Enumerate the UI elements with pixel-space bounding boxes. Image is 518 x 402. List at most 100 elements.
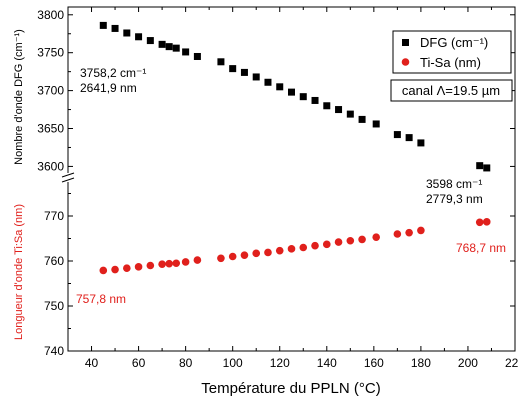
x-tick-label: 100 xyxy=(223,356,243,370)
y-tick-label: 3700 xyxy=(37,84,64,98)
tisa-point xyxy=(264,248,272,257)
y-tick-label: 770 xyxy=(44,209,64,223)
dfg-point xyxy=(193,52,201,60)
dfg-point xyxy=(240,68,248,76)
dfg-point xyxy=(323,102,331,110)
dfg-point xyxy=(158,40,166,48)
y-axis-title-bottom: Longueur d'onde Ti:Sa (nm) xyxy=(13,204,25,340)
tisa-point xyxy=(417,226,425,235)
x-tick-label: 120 xyxy=(270,356,290,370)
annotation-top-right-1: 3598 cm⁻¹ xyxy=(426,177,482,191)
tisa-point xyxy=(123,264,131,273)
tisa-point xyxy=(158,260,166,268)
y-tick-label: 3750 xyxy=(37,46,64,60)
x-tick-label: 200 xyxy=(458,356,478,370)
annotation-top-right-2: 2779,3 nm xyxy=(426,192,483,206)
dfg-point xyxy=(111,24,119,32)
dfg-point xyxy=(393,131,401,139)
tisa-point xyxy=(372,233,380,241)
dfg-point xyxy=(417,139,425,147)
tisa-point xyxy=(346,236,355,245)
x-tick-label: 140 xyxy=(317,356,337,370)
tisa-point xyxy=(322,240,331,249)
x-tick-label: 180 xyxy=(411,356,431,370)
x-tick-labels: 40 60 80 100 120 140 160 180 200 220 xyxy=(85,356,518,370)
dfg-point xyxy=(229,65,237,73)
dfg-point xyxy=(99,21,107,29)
y-tick-label: 3600 xyxy=(37,159,64,173)
dfg-point xyxy=(358,115,366,123)
dfg-point xyxy=(335,106,343,114)
x-tick-label: 160 xyxy=(364,356,384,370)
tisa-point xyxy=(99,266,108,275)
y-tick-label: 740 xyxy=(44,344,64,358)
x-tick-label: 220 xyxy=(505,356,518,370)
dfg-point xyxy=(146,37,154,45)
x-tick-label: 80 xyxy=(179,356,193,370)
dfg-point xyxy=(299,93,307,101)
dfg-point xyxy=(311,96,319,104)
y-axis-title-top: Nombre d'onde DFG (cm⁻¹) xyxy=(13,29,25,165)
dfg-point xyxy=(346,110,354,118)
dfg-point xyxy=(483,164,491,172)
legend-marker-dfg xyxy=(402,39,409,46)
dfg-point xyxy=(135,33,143,41)
annotation-top-left-1: 3758,2 cm⁻¹ xyxy=(80,66,146,80)
tisa-point xyxy=(334,238,343,246)
annotation-top-left-2: 2641,9 nm xyxy=(80,81,137,95)
y-tick-label: 3650 xyxy=(37,122,64,136)
series-dfg xyxy=(99,21,491,172)
tisa-point xyxy=(358,235,366,244)
tisa-point xyxy=(111,265,119,274)
legend-label-dfg: DFG (cm⁻¹) xyxy=(420,35,488,50)
dfg-point xyxy=(264,78,272,86)
tisa-point xyxy=(287,245,296,253)
canal-label: canal Λ=19.5 µm xyxy=(402,83,500,98)
tisa-point xyxy=(299,243,308,252)
dfg-point xyxy=(405,134,413,142)
tisa-point xyxy=(228,252,237,261)
tisa-point xyxy=(134,263,143,271)
tisa-point xyxy=(240,251,249,259)
tisa-point xyxy=(217,254,225,263)
y-tick-label: 3800 xyxy=(37,8,64,22)
x-tick-label: 60 xyxy=(132,356,146,370)
tisa-point xyxy=(181,258,190,266)
dfg-point xyxy=(217,58,225,66)
axis-break xyxy=(61,172,75,183)
canal-box xyxy=(390,79,513,102)
annotation-bottom-left: 757,8 nm xyxy=(76,292,126,306)
y-tick-label: 760 xyxy=(44,254,64,268)
tisa-point xyxy=(405,228,413,237)
tisa-point xyxy=(193,256,202,264)
dfg-point xyxy=(172,44,180,52)
dfg-point xyxy=(252,73,260,81)
dfg-point xyxy=(182,48,190,56)
y-tick-labels: 3600 3650 3700 3750 3800 740 750 760 770 xyxy=(37,8,64,358)
x-tick-label: 40 xyxy=(85,356,99,370)
dfg-point xyxy=(372,120,380,128)
tisa-point xyxy=(252,249,261,258)
tisa-point xyxy=(146,261,155,270)
tisa-point xyxy=(275,246,284,255)
tisa-point xyxy=(311,241,319,250)
legend-marker-tisa xyxy=(401,58,410,66)
legend: DFG (cm⁻¹) Ti-Sa (nm) canal Λ=19.5 µm xyxy=(390,30,513,102)
tisa-point xyxy=(475,218,484,227)
tisa-point xyxy=(393,230,402,238)
dfg-point xyxy=(276,83,284,91)
dfg-point xyxy=(165,43,173,51)
tisa-point xyxy=(172,259,181,268)
dfg-point xyxy=(123,29,131,37)
dfg-point xyxy=(288,88,295,96)
series-tisa xyxy=(99,218,491,275)
legend-box xyxy=(392,30,512,74)
legend-label-tisa: Ti-Sa (nm) xyxy=(420,55,481,70)
y-tick-label: 750 xyxy=(44,299,64,313)
dfg-point xyxy=(476,162,484,170)
axis-ticks xyxy=(68,7,516,352)
annotation-bottom-right: 768,7 nm xyxy=(456,241,506,255)
tisa-point xyxy=(165,259,173,268)
tisa-point xyxy=(482,218,491,226)
